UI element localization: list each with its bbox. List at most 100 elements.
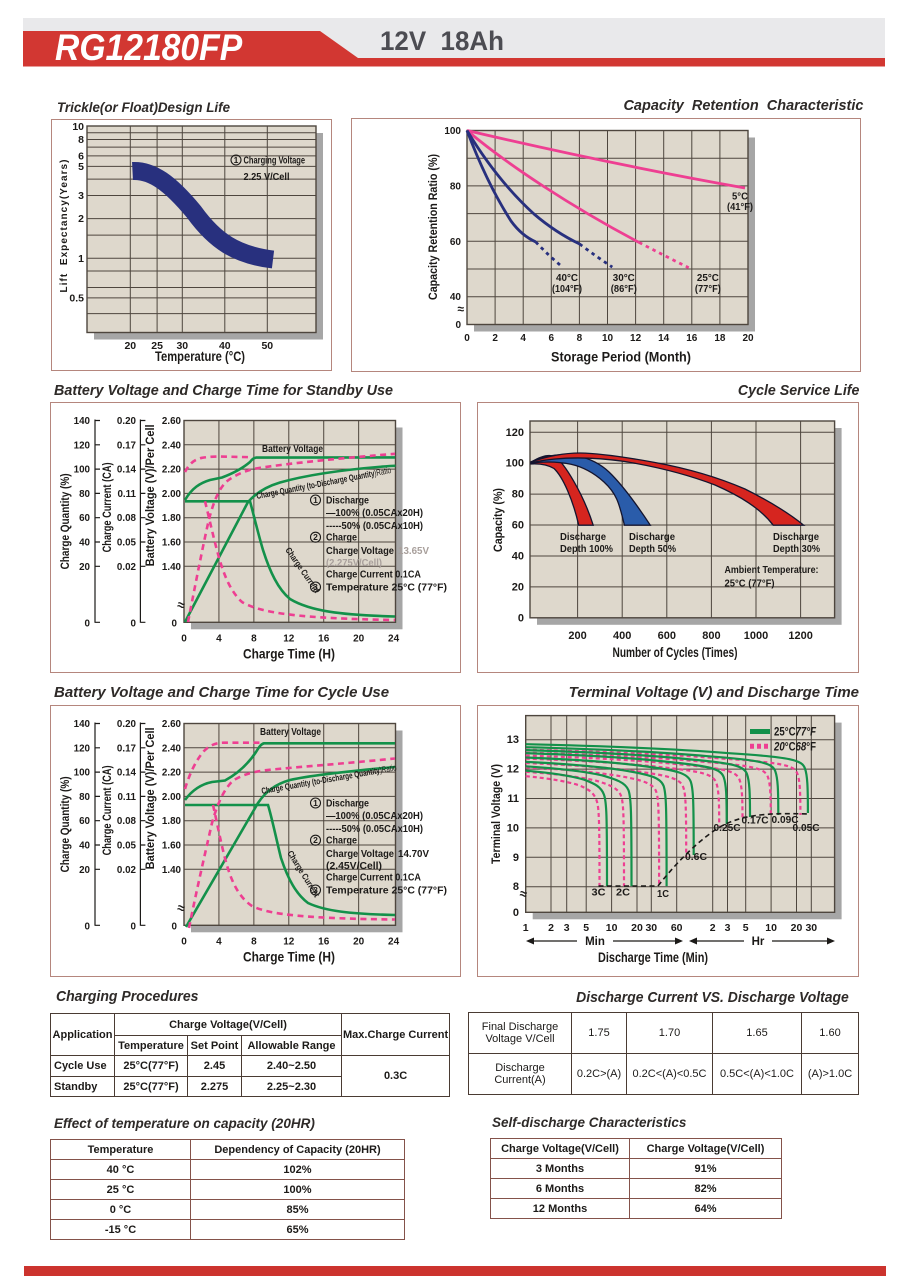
svg-text:5: 5	[78, 161, 84, 173]
svg-text:12: 12	[507, 764, 519, 776]
svg-text:Number of Cycles (Times): Number of Cycles (Times)	[613, 645, 738, 660]
svg-text:Charge Current 0.1CA: Charge Current 0.1CA	[326, 873, 421, 884]
svg-text:20: 20	[353, 936, 365, 947]
svg-text:4: 4	[216, 633, 222, 644]
svg-text:60: 60	[79, 816, 90, 827]
svg-text:20: 20	[79, 865, 90, 876]
svg-text:20: 20	[124, 340, 136, 352]
svg-text:0: 0	[513, 907, 519, 919]
svg-text:40: 40	[512, 550, 524, 562]
svg-text:2.60: 2.60	[162, 719, 182, 730]
svg-text:30°C: 30°C	[613, 273, 635, 284]
svg-text:20: 20	[79, 562, 90, 573]
svg-text:140: 140	[74, 719, 91, 730]
svg-text:14: 14	[658, 333, 670, 344]
svg-text:5°C: 5°C	[732, 192, 748, 203]
svg-text:Charge Voltage: Charge Voltage	[326, 849, 394, 860]
svg-text:0: 0	[131, 618, 137, 629]
svg-text:0.05: 0.05	[117, 841, 137, 852]
svg-text:100: 100	[74, 768, 91, 779]
svg-text:16: 16	[318, 936, 330, 947]
svg-text:Capacity (%): Capacity (%)	[493, 488, 505, 552]
svg-text:Charge: Charge	[326, 836, 357, 847]
svg-text:2.60: 2.60	[162, 416, 182, 427]
svg-text:-----50% (0.05CAx10H): -----50% (0.05CAx10H)	[326, 824, 423, 835]
svg-text:Battery Voltage (V)/Per Cell: Battery Voltage (V)/Per Cell	[145, 727, 157, 869]
svg-text:20: 20	[512, 581, 524, 593]
svg-text:0: 0	[85, 618, 91, 629]
svg-text:1C: 1C	[657, 889, 669, 900]
svg-text:3: 3	[78, 190, 84, 202]
svg-text:≈: ≈	[457, 302, 464, 316]
svg-text:2: 2	[313, 532, 318, 542]
svg-text:0: 0	[172, 921, 178, 932]
svg-text:1.60: 1.60	[162, 841, 182, 852]
svg-text:0: 0	[131, 921, 137, 932]
svg-text:0.02: 0.02	[117, 865, 137, 876]
svg-text:2: 2	[548, 922, 554, 934]
svg-text:3: 3	[313, 582, 318, 592]
svg-text:0.14: 0.14	[117, 465, 137, 476]
svg-text:-----50% (0.05CAx10H): -----50% (0.05CAx10H)	[326, 521, 423, 532]
svg-text:80: 80	[79, 489, 90, 500]
svg-text:30: 30	[176, 340, 188, 352]
svg-text:Temperature 25°C (77°F): Temperature 25°C (77°F)	[326, 583, 447, 594]
svg-text:60: 60	[671, 922, 683, 934]
svg-text:Battery Voltage: Battery Voltage	[260, 726, 321, 738]
svg-text:—100% (0.05CAx20H): —100% (0.05CAx20H)	[326, 508, 423, 519]
svg-text:2.20: 2.20	[162, 768, 182, 779]
svg-text:(2.45V/Cell): (2.45V/Cell)	[326, 861, 382, 872]
svg-text:10: 10	[507, 822, 519, 834]
svg-text:Discharge: Discharge	[629, 532, 675, 543]
svg-text:Ambient Temperature:: Ambient Temperature:	[725, 565, 819, 576]
svg-text:140: 140	[74, 416, 91, 427]
svg-text:50: 50	[261, 340, 273, 352]
svg-text:1.40: 1.40	[162, 562, 182, 573]
svg-text:60: 60	[79, 513, 90, 524]
svg-text:120: 120	[74, 743, 91, 754]
svg-text:Discharge: Discharge	[773, 532, 819, 543]
svg-text:Charge Current (CA): Charge Current (CA)	[102, 765, 114, 855]
svg-text:8: 8	[251, 936, 257, 947]
svg-text:24: 24	[388, 936, 400, 947]
svg-text:600: 600	[658, 630, 676, 642]
svg-text:2C: 2C	[616, 888, 630, 899]
svg-text:≈: ≈	[176, 597, 187, 613]
svg-text:200: 200	[568, 630, 586, 642]
svg-text:80: 80	[512, 489, 524, 501]
svg-text:1.40: 1.40	[162, 865, 182, 876]
svg-text:—100% (0.05CAx20H): —100% (0.05CAx20H)	[326, 811, 423, 822]
svg-text:0: 0	[85, 921, 91, 932]
svg-text:13: 13	[507, 734, 519, 746]
svg-text:25°C77°F: 25°C77°F	[774, 727, 817, 739]
svg-text:25°C (77°F): 25°C (77°F)	[725, 579, 775, 590]
svg-text:20: 20	[353, 633, 365, 644]
svg-text:8: 8	[577, 333, 583, 344]
svg-text:20: 20	[742, 333, 754, 344]
svg-text:5: 5	[743, 922, 749, 934]
svg-text:20°C68°F: 20°C68°F	[773, 742, 816, 754]
svg-text:1.80: 1.80	[162, 816, 182, 827]
svg-text:25: 25	[151, 340, 163, 352]
svg-text:8: 8	[251, 633, 257, 644]
svg-text:(41°F): (41°F)	[727, 202, 753, 213]
svg-text:400: 400	[613, 630, 631, 642]
svg-text:1: 1	[523, 922, 529, 934]
svg-text:Hr: Hr	[752, 936, 765, 948]
svg-text:800: 800	[702, 630, 720, 642]
svg-text:100: 100	[74, 465, 91, 476]
svg-text:1000: 1000	[744, 630, 768, 642]
svg-text:Charge Current 0.1CA: Charge Current 0.1CA	[326, 570, 421, 581]
svg-text:(77°F): (77°F)	[695, 284, 721, 295]
svg-text:Discharge Time (Min): Discharge Time (Min)	[598, 950, 708, 965]
svg-text:0.5: 0.5	[69, 292, 84, 304]
svg-text:0: 0	[455, 320, 461, 331]
svg-text:Charge Time (H): Charge Time (H)	[243, 949, 335, 964]
svg-text:0.11: 0.11	[117, 792, 136, 803]
svg-text:11: 11	[507, 793, 519, 805]
svg-text:0.17: 0.17	[117, 440, 137, 451]
svg-text:0: 0	[181, 936, 187, 947]
svg-text:0: 0	[464, 333, 470, 344]
svg-text:1: 1	[234, 155, 239, 165]
svg-text:0.08: 0.08	[117, 513, 137, 524]
